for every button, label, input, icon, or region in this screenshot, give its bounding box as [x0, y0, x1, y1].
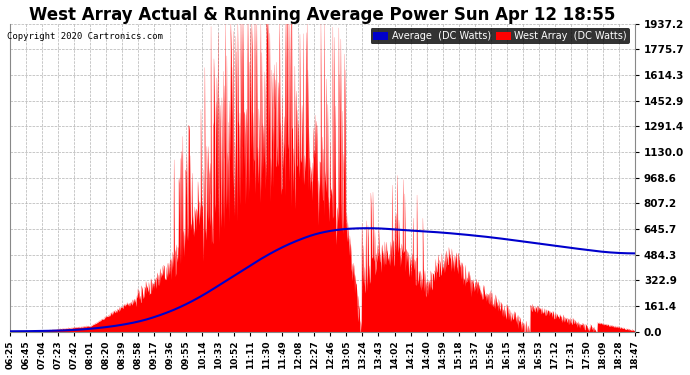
Legend: Average  (DC Watts), West Array  (DC Watts): Average (DC Watts), West Array (DC Watts… [371, 28, 630, 44]
Text: Copyright 2020 Cartronics.com: Copyright 2020 Cartronics.com [7, 32, 163, 41]
Title: West Array Actual & Running Average Power Sun Apr 12 18:55: West Array Actual & Running Average Powe… [29, 6, 615, 24]
